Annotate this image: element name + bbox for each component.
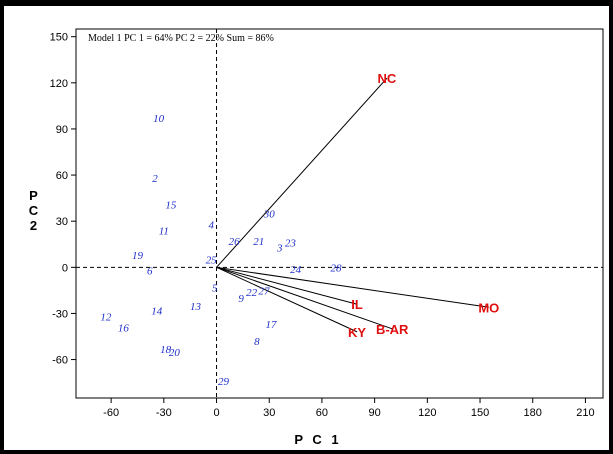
score-point-label: 13	[190, 301, 202, 313]
reference-lines	[76, 29, 603, 398]
vectors-layer: NC IL MO B-AR KY	[216, 71, 499, 340]
x-tick-label: 180	[524, 407, 542, 419]
score-point-label: 25	[206, 255, 218, 267]
score-point-label: 23	[285, 238, 297, 250]
loading-vector-label: IL	[351, 297, 363, 312]
y-axis-label-line-2: C	[29, 203, 41, 218]
score-point-label: 9	[238, 293, 244, 305]
x-tick-label: -60	[103, 407, 119, 419]
loading-vector-label: NC	[378, 71, 397, 86]
score-point-label: 29	[218, 376, 230, 388]
y-axis-label-line-3: 2	[30, 218, 40, 233]
score-point-label: 17	[265, 319, 277, 331]
score-point-label: 2	[152, 173, 158, 185]
y-tick-label: 30	[56, 216, 68, 228]
loading-vector-label: KY	[348, 325, 366, 340]
plot-area	[75, 28, 604, 399]
score-point-label: 21	[253, 236, 264, 248]
score-point-label: 5	[212, 282, 218, 294]
score-point-label: 18	[160, 344, 172, 356]
x-tick-label: 60	[316, 407, 328, 419]
loading-vector-line	[216, 266, 489, 308]
score-point-label: 28	[330, 262, 342, 274]
score-point-label: 16	[118, 322, 130, 334]
loading-vector-label: B-AR	[376, 322, 409, 337]
y-axis-label-line-1: P	[29, 188, 41, 203]
score-point-label: 26	[229, 236, 241, 248]
points-layer: 10 2 15 11 4 30 26 21 3 23 19 25 6 24 28 5 22 27 9 13 12 14 16…	[100, 113, 342, 388]
score-point-label: 19	[132, 250, 144, 262]
score-point-label: 3	[276, 242, 283, 254]
loading-vector-line	[216, 266, 358, 333]
y-tick-label: 120	[50, 78, 68, 90]
y-tick-label: 150	[50, 32, 68, 44]
score-point-label: 27	[258, 285, 270, 297]
score-point-label: 8	[254, 336, 260, 348]
y-tick-label: 90	[56, 124, 68, 136]
x-tick-label: 120	[418, 407, 436, 419]
score-point-label: 12	[100, 312, 112, 324]
y-tick-label: 60	[56, 170, 68, 182]
loading-vector-line	[216, 266, 358, 305]
score-point-label: 4	[209, 219, 215, 231]
score-point-label: 30	[263, 209, 276, 221]
x-tick-label: 150	[471, 407, 489, 419]
score-point-label: 14	[151, 305, 163, 317]
score-point-label: 10	[153, 113, 165, 125]
x-tick-label: 210	[576, 407, 594, 419]
x-tick-label: -30	[156, 407, 172, 419]
model-annotation: Model 1 PC 1 = 64% PC 2 = 22% Sum = 86%	[88, 33, 274, 44]
score-point-label: 15	[165, 199, 177, 211]
score-point-label: 6	[147, 265, 153, 277]
score-point-label: 20	[169, 347, 181, 359]
x-axis-label: P C 1	[294, 432, 341, 447]
loading-vector-line	[216, 266, 393, 330]
y-tick-label: 0	[62, 262, 68, 274]
ticks-layer: -60 -30 0 30 60 90 120 150 180 2101501209060300-3…	[50, 32, 595, 419]
score-point-label: 22	[246, 287, 258, 299]
score-point-label: 24	[290, 264, 302, 276]
score-point-label: 11	[159, 225, 169, 237]
loading-vector-label: MO	[478, 300, 499, 315]
x-tick-label: 30	[263, 407, 275, 419]
loading-vector-line	[216, 77, 388, 268]
x-tick-label: 90	[369, 407, 381, 419]
x-tick-label: 0	[213, 407, 219, 419]
y-tick-label: -30	[52, 308, 68, 320]
y-tick-label: -60	[52, 355, 68, 367]
